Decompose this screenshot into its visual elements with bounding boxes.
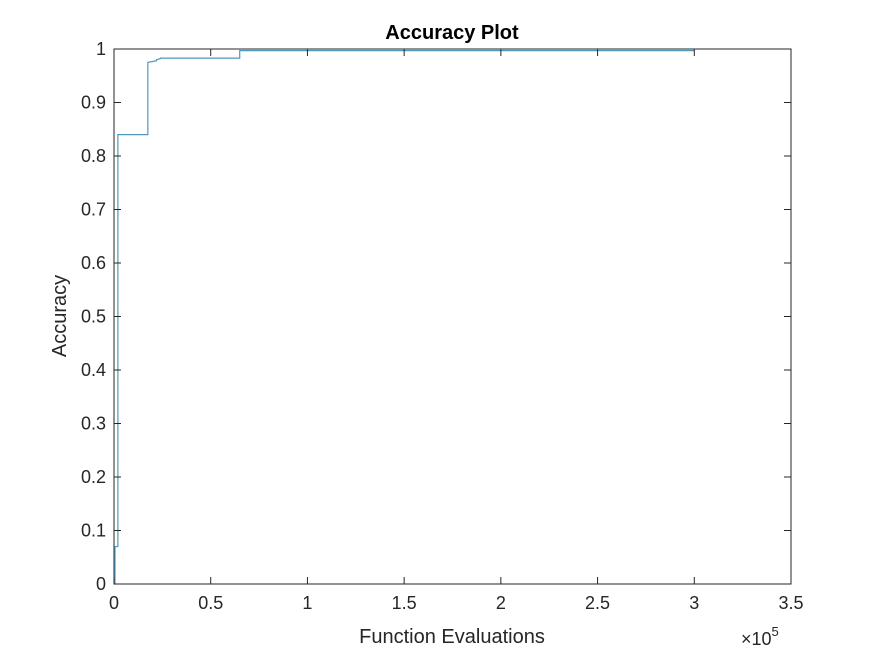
x-exponent-label: ×105 (741, 624, 779, 649)
y-tick-label: 0.1 (81, 521, 106, 541)
svg-text:×105: ×105 (741, 624, 779, 649)
y-tick-label: 1 (96, 39, 106, 59)
y-axis-label: Accuracy (49, 275, 71, 357)
y-tick-label: 0.2 (81, 467, 106, 487)
y-ticks: 0 0.1 0.2 0.3 0.4 0.5 0.6 0.7 0.8 0.9 1 (81, 39, 791, 594)
y-tick-label: 0.4 (81, 360, 106, 380)
chart-title: Accuracy Plot (385, 22, 519, 44)
x-tick-label: 3 (689, 593, 699, 613)
y-tick-label: 0.7 (81, 200, 106, 220)
x-tick-label: 3.5 (778, 593, 803, 613)
y-tick-label: 0.3 (81, 414, 106, 434)
axes-box (113, 48, 792, 585)
x-tick-label: 1.5 (392, 593, 417, 613)
y-tick-label: 0.6 (81, 253, 106, 273)
plot-area: 0 0.5 1 1.5 2 2.5 3 3.5 00.10.20.30.40.50.60.70… (81, 39, 804, 613)
x-tick-label: 1 (302, 593, 312, 613)
x-axis-label: Function Evaluations (359, 626, 545, 648)
x-exponent-base: 10 (752, 629, 772, 649)
accuracy-series-line (114, 50, 695, 585)
x-ticks: 0 0.5 1 1.5 2 2.5 3 3.5 (109, 49, 804, 613)
y-tick-label: 0.9 (81, 93, 106, 113)
x-tick-label: 0 (109, 593, 119, 613)
x-tick-label: 0.5 (198, 593, 223, 613)
x-exponent-prefix: × (741, 629, 752, 649)
y-tick-label: 0.5 (81, 307, 106, 327)
y-tick-label: 0 (96, 574, 106, 594)
x-tick-label: 2 (496, 593, 506, 613)
series-layer (114, 50, 695, 585)
y-tick-label: 0.8 (81, 146, 106, 166)
x-tick-label: 2.5 (585, 593, 610, 613)
x-exponent-power: 5 (772, 624, 779, 639)
